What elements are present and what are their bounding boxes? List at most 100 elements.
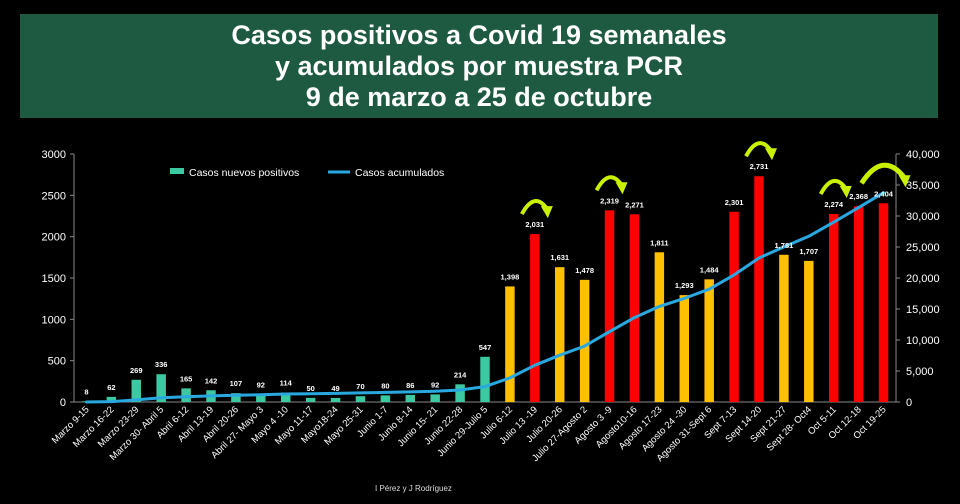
bar-data-label: 2,404: [874, 189, 894, 198]
bar-data-label: 269: [130, 366, 143, 375]
bar: [330, 397, 341, 402]
bar-data-label: 49: [331, 384, 339, 393]
bar: [853, 206, 864, 402]
bar: [181, 388, 191, 402]
bar-data-label: 1,811: [650, 238, 668, 247]
bar: [256, 394, 266, 402]
bar-data-label: 214: [454, 370, 467, 379]
bar: [828, 214, 839, 402]
bar-data-label: 92: [431, 380, 439, 389]
y-left-tick-label: 1500: [42, 273, 66, 285]
bar: [355, 396, 366, 402]
bar: [754, 176, 764, 402]
bar: [554, 267, 565, 402]
cumulative-line: [85, 191, 885, 404]
bar-data-label: 62: [107, 383, 115, 392]
y-right-tick-label: 0: [906, 397, 912, 409]
chart-title: Casos positivos a Covid 19 semanales y a…: [20, 14, 938, 118]
y-left-tick-label: 2000: [42, 232, 66, 244]
bar: [679, 295, 690, 402]
bar: [156, 374, 166, 402]
title-line-2: y acumulados por muestra PCR: [274, 50, 684, 81]
y-right-tick-label: 20,000: [906, 273, 940, 285]
bar: [804, 260, 814, 402]
bar-data-label: 2,271: [625, 200, 644, 209]
bar: [704, 279, 714, 402]
y-right-tick-label: 35,000: [906, 180, 940, 192]
bar: [280, 392, 291, 402]
bar-data-label: 80: [381, 381, 389, 390]
bar-data-label: 50: [306, 384, 314, 393]
y-left-tick-label: 500: [48, 356, 66, 368]
arrow-head: [615, 182, 628, 195]
arrow-annotations: [520, 141, 911, 219]
y-right-tick-label: 15,000: [906, 304, 940, 316]
bar-data-label: 1,707: [799, 247, 818, 256]
bar: [380, 395, 391, 402]
bar-data-label: 165: [180, 374, 193, 383]
legend: Casos nuevos positivos Casos acumulados: [170, 167, 444, 179]
bar-data-label: 8: [84, 387, 88, 396]
y-right-tick-label: 40,000: [906, 149, 940, 161]
bar-data-label: 86: [406, 381, 414, 390]
bar-data-label: 142: [205, 376, 218, 385]
bar: [604, 210, 615, 402]
bar-data-label: 2,368: [849, 192, 868, 201]
bar: [878, 203, 889, 402]
bar: [430, 394, 440, 402]
bar-data-label: 547: [479, 343, 492, 352]
bar-data-label: 2,301: [725, 198, 744, 207]
bar-data-label: 1,398: [501, 272, 520, 281]
legend-swatch-new-cases: [170, 168, 184, 174]
bar: [629, 214, 640, 402]
curved-arrow: [859, 162, 908, 185]
bar-data-label: 107: [230, 379, 243, 388]
legend-label-cumulative: Casos acumulados: [355, 167, 444, 179]
bar-data-label: 2,031: [525, 220, 544, 229]
legend-label-new-cases: Casos nuevos positivos: [189, 167, 299, 179]
bar: [480, 356, 490, 402]
y-left-tick-label: 2500: [42, 190, 66, 202]
bar-data-label: 1,781: [775, 241, 794, 250]
bar: [579, 279, 590, 402]
bar: [729, 211, 739, 402]
y-right-tick-label: 25,000: [906, 242, 940, 254]
bar-data-label: 1,484: [700, 265, 720, 274]
bar-data-label: 336: [155, 360, 168, 369]
bar-data-label: 1,478: [575, 266, 594, 275]
bar: [505, 286, 515, 402]
bar: [455, 384, 465, 402]
bar: [131, 379, 142, 402]
y-right-tick-label: 5,000: [906, 366, 934, 378]
title-line-1: Casos positivos a Covid 19 semanales: [231, 19, 727, 50]
arrow-head: [540, 206, 553, 219]
bar-data-label: 1,293: [675, 281, 694, 290]
bar-data-label: 2,319: [600, 196, 619, 205]
bar-data-label: 92: [257, 380, 265, 389]
bar-data-label: 1,631: [550, 253, 569, 262]
line-series: [85, 191, 885, 404]
bar: [530, 234, 540, 402]
bar: [405, 394, 416, 402]
y-left-tick-label: 0: [60, 397, 66, 409]
arrow-head: [898, 175, 911, 188]
y-left-tick-label: 1000: [42, 314, 66, 326]
bar-data-label: 2,731: [750, 162, 769, 171]
bar: [231, 393, 241, 402]
bar: [654, 252, 665, 402]
y-right-tick-label: 30,000: [906, 211, 940, 223]
arrow-head: [765, 148, 777, 161]
bar-data-label: 114: [280, 379, 293, 388]
bar: [305, 397, 316, 402]
bar: [106, 396, 117, 402]
y-left-tick-label: 3000: [42, 149, 66, 161]
title-line-3: 9 de marzo a 25 de octubre: [305, 81, 653, 112]
y-right-tick-label: 10,000: [906, 335, 940, 347]
bar-data-label: 2,274: [824, 200, 844, 209]
bar-series: [81, 176, 889, 402]
bar: [779, 254, 789, 402]
arrow-head: [839, 186, 852, 199]
bar-data-label: 70: [356, 382, 364, 391]
data-labels: 8 62 269 336 165 142 107 92 114 50 49 70 80 86 92 214 54…: [84, 162, 893, 396]
